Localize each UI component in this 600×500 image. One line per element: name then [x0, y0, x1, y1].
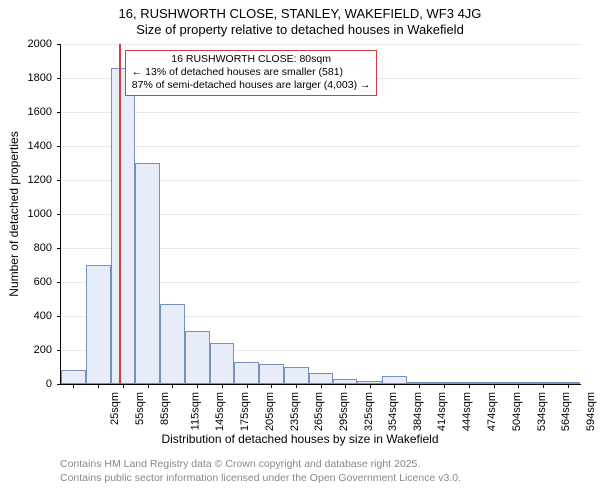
chart-title-line2: Size of property relative to detached ho… [0, 22, 600, 37]
footer-line2: Contains public sector information licen… [60, 472, 461, 484]
histogram-chart: 16, RUSHWORTH CLOSE, STANLEY, WAKEFIELD,… [0, 0, 600, 500]
x-tick-label: 414sqm [437, 392, 449, 431]
y-tick-label: 1200 [16, 174, 52, 186]
x-tick-label: 25sqm [109, 392, 121, 425]
x-tick [296, 384, 297, 388]
x-tick-label: 325sqm [363, 392, 375, 431]
x-tick-label: 504sqm [511, 392, 523, 431]
y-tick-label: 400 [16, 310, 52, 322]
x-tick-label: 534sqm [536, 392, 548, 431]
histogram-bar [234, 362, 259, 384]
x-tick [543, 384, 544, 388]
y-tick [57, 282, 61, 283]
histogram-bar [185, 331, 210, 384]
x-tick-label: 205sqm [264, 392, 276, 431]
gridline [61, 112, 581, 113]
x-tick-label: 594sqm [585, 392, 597, 431]
x-tick-label: 474sqm [486, 392, 498, 431]
y-tick-label: 1400 [16, 140, 52, 152]
x-tick-label: 295sqm [338, 392, 350, 431]
y-tick [57, 44, 61, 45]
histogram-bar [111, 68, 136, 384]
x-tick-label: 55sqm [134, 392, 146, 425]
x-tick [394, 384, 395, 388]
x-tick [123, 384, 124, 388]
x-tick [247, 384, 248, 388]
x-tick-label: 235sqm [289, 392, 301, 431]
histogram-bar [284, 367, 309, 384]
x-tick-label: 265sqm [314, 392, 326, 431]
property-marker-line [119, 44, 121, 384]
x-tick-label: 444sqm [461, 392, 473, 431]
gridline [61, 44, 581, 45]
histogram-bar [61, 370, 86, 384]
histogram-bar [382, 376, 407, 385]
x-tick-label: 354sqm [387, 392, 399, 431]
x-tick [494, 384, 495, 388]
y-tick [57, 248, 61, 249]
y-tick-label: 800 [16, 242, 52, 254]
gridline [61, 146, 581, 147]
y-tick-label: 600 [16, 276, 52, 288]
x-tick-label: 85sqm [159, 392, 171, 425]
x-tick-label: 145sqm [215, 392, 227, 431]
x-tick [370, 384, 371, 388]
y-tick-label: 1800 [16, 72, 52, 84]
x-tick [345, 384, 346, 388]
y-tick [57, 146, 61, 147]
callout-line2: ← 13% of detached houses are smaller (58… [132, 66, 371, 79]
y-tick [57, 78, 61, 79]
x-tick [321, 384, 322, 388]
callout-line3: 87% of semi-detached houses are larger (… [132, 79, 371, 92]
y-tick-label: 200 [16, 344, 52, 356]
y-tick [57, 180, 61, 181]
x-tick [419, 384, 420, 388]
x-tick [172, 384, 173, 388]
x-tick [222, 384, 223, 388]
x-tick-label: 115sqm [189, 392, 201, 430]
histogram-bar [160, 304, 185, 384]
histogram-bar [135, 163, 160, 384]
x-tick [197, 384, 198, 388]
plot-area: 16 RUSHWORTH CLOSE: 80sqm← 13% of detach… [60, 44, 581, 385]
x-tick-label: 564sqm [560, 392, 572, 431]
histogram-bar [259, 364, 284, 384]
y-tick-label: 1600 [16, 106, 52, 118]
callout-line1: 16 RUSHWORTH CLOSE: 80sqm [132, 53, 371, 66]
property-callout: 16 RUSHWORTH CLOSE: 80sqm← 13% of detach… [125, 50, 378, 96]
x-tick [148, 384, 149, 388]
y-tick [57, 316, 61, 317]
y-tick [57, 350, 61, 351]
y-tick-label: 0 [16, 378, 52, 390]
y-tick-label: 1000 [16, 208, 52, 220]
x-tick [98, 384, 99, 388]
chart-title-line1: 16, RUSHWORTH CLOSE, STANLEY, WAKEFIELD,… [0, 6, 600, 21]
x-axis-title: Distribution of detached houses by size … [0, 432, 600, 446]
x-tick-label: 175sqm [239, 392, 251, 431]
x-tick [518, 384, 519, 388]
histogram-bar [86, 265, 111, 384]
y-tick-label: 2000 [16, 38, 52, 50]
y-tick [57, 384, 61, 385]
x-tick-label: 384sqm [412, 392, 424, 431]
histogram-bar [309, 373, 334, 384]
x-tick [271, 384, 272, 388]
y-tick [57, 112, 61, 113]
x-tick [568, 384, 569, 388]
histogram-bar [210, 343, 235, 384]
x-tick [73, 384, 74, 388]
x-tick [444, 384, 445, 388]
x-tick [469, 384, 470, 388]
y-tick [57, 214, 61, 215]
footer-line1: Contains HM Land Registry data © Crown c… [60, 458, 420, 470]
